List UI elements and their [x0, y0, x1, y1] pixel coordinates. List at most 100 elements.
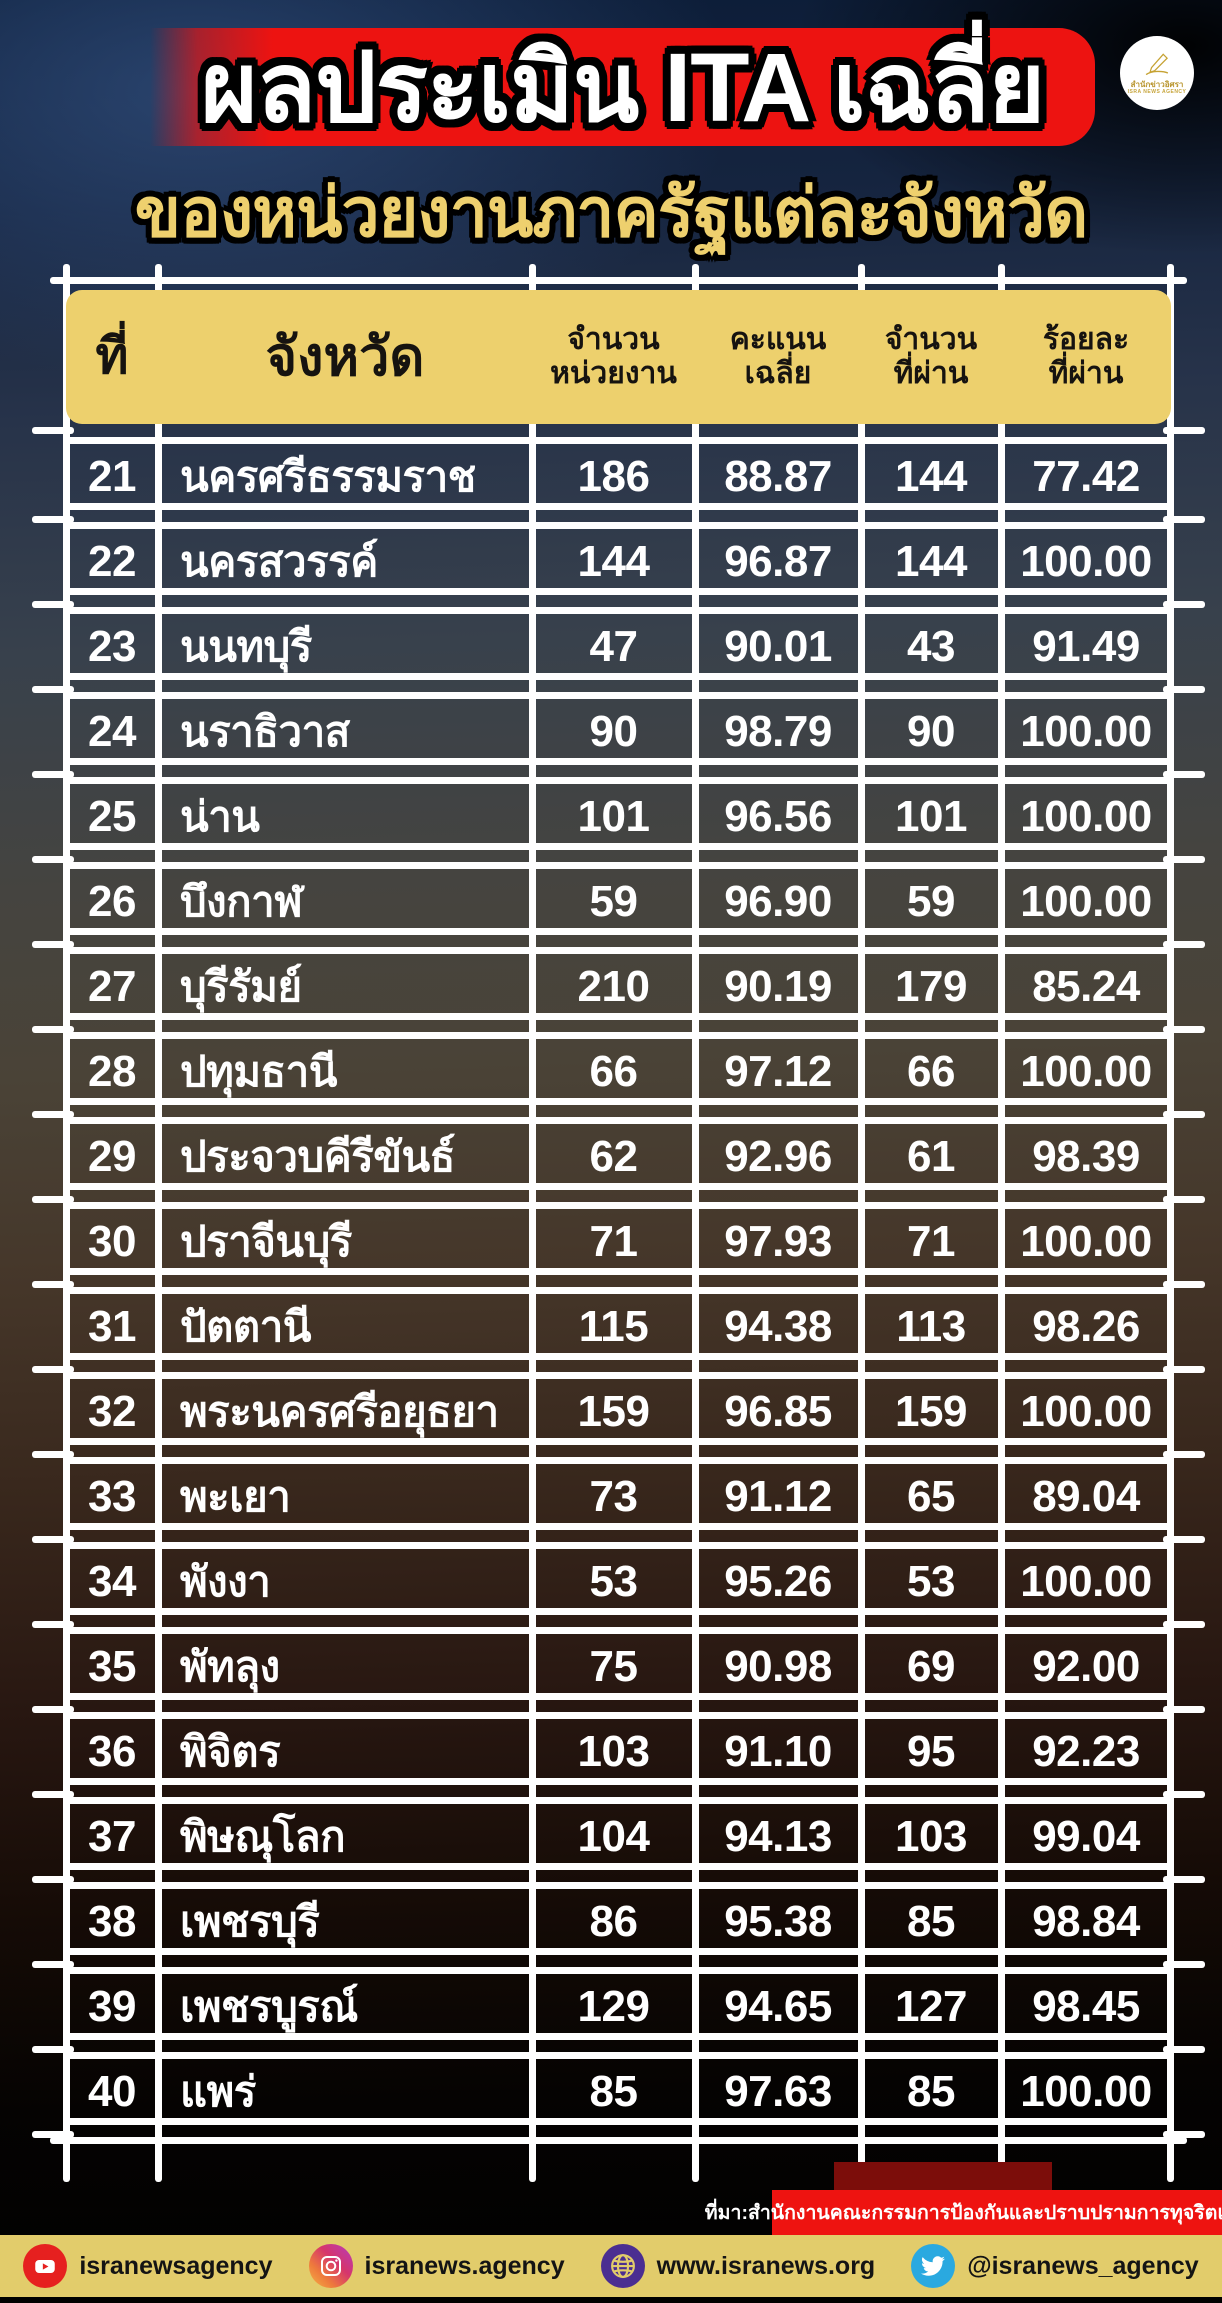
- cell-rank: 26: [88, 877, 136, 926]
- table-row: 26 บึงกาฬ 59 96.90 59 100.00: [32, 862, 1205, 948]
- table-row: 39 เพชรบูรณ์ 129 94.65 127 98.45: [32, 1967, 1205, 2053]
- cell-percent: 92.00: [1032, 1642, 1140, 1691]
- cell-passed: 113: [896, 1302, 966, 1351]
- table-row: 37 พิษณุโลก 104 94.13 103 99.04: [32, 1797, 1205, 1883]
- cell-percent: 99.04: [1032, 1812, 1140, 1861]
- cell-agencies: 115: [578, 1302, 649, 1351]
- cell-rank: 37: [88, 1812, 136, 1861]
- cell-percent: 98.45: [1032, 1982, 1140, 2031]
- cell-passed: 144: [895, 452, 967, 501]
- logo-name-th: สำนักข่าวอิศรา: [1130, 79, 1184, 89]
- bottom-bar: [0, 2297, 1222, 2303]
- cell-passed: 65: [907, 1472, 955, 1521]
- social-handle: isranews.agency: [364, 2251, 565, 2280]
- cell-rank: 38: [88, 1897, 136, 1946]
- social-item-twitter[interactable]: @isranews_agency: [911, 2244, 1199, 2288]
- table-row: 36 พิจิตร 103 91.10 95 92.23: [32, 1712, 1205, 1798]
- cell-passed: 85: [907, 1897, 955, 1946]
- column-gridline: [858, 264, 865, 2182]
- cell-agencies: 71: [589, 1217, 638, 1266]
- cell-agencies: 104: [577, 1812, 650, 1861]
- source-note: ที่มา:สำนักงานคณะกรรมการป้องกันและปราบปร…: [705, 2190, 1222, 2235]
- cell-agencies: 86: [589, 1897, 638, 1946]
- cell-average: 88.87: [724, 452, 832, 501]
- page-title: ผลประเมิน ITA เฉลี่ย: [200, 33, 1045, 142]
- cell-rank: 24: [88, 707, 136, 756]
- cell-rank: 28: [88, 1047, 136, 1096]
- cell-rank: 31: [88, 1302, 136, 1351]
- cell-province: นนทบุรี: [180, 623, 312, 670]
- column-gridline: [529, 264, 536, 2182]
- cell-rank: 34: [88, 1557, 136, 1606]
- cell-rank: 21: [88, 452, 136, 501]
- cell-province: นครศรีธรรมราช: [180, 453, 476, 500]
- cell-agencies: 186: [577, 452, 650, 501]
- cell-percent: 98.26: [1032, 1302, 1140, 1351]
- column-gridline: [692, 264, 699, 2182]
- cell-province: ปราจีนบุรี: [180, 1218, 352, 1265]
- cell-average: 97.12: [724, 1047, 832, 1096]
- table-row: 21 นครศรีธรรมราช 186 88.87 144 77.42: [32, 437, 1205, 523]
- table-row: 33 พะเยา 73 91.12 65 89.04: [32, 1457, 1205, 1543]
- ita-score-table: ที่ จังหวัด จำนวน หน่วยงาน คะแนน เฉลี่ย …: [32, 264, 1205, 2182]
- social-bar: isranewsagency isranews.agency www.isran…: [0, 2235, 1222, 2297]
- cell-passed: 127: [895, 1982, 967, 2031]
- table-row: 40 แพร่ 85 97.63 85 100.00: [32, 2052, 1205, 2138]
- cell-province: พัทลุง: [180, 1643, 280, 1690]
- cell-percent: 100.00: [1020, 877, 1152, 926]
- cell-passed: 103: [895, 1812, 967, 1861]
- column-header-passed: จำนวน ที่ผ่าน: [884, 322, 978, 391]
- cell-average: 96.90: [724, 877, 832, 926]
- cell-percent: 85.24: [1032, 962, 1140, 1011]
- cell-average: 90.01: [724, 622, 832, 671]
- cell-passed: 61: [907, 1132, 955, 1181]
- cell-average: 98.79: [724, 707, 832, 756]
- cell-province: พิษณุโลก: [180, 1813, 346, 1860]
- logo-name-en: ISRA NEWS AGENCY: [1127, 88, 1187, 95]
- column-gridline: [155, 264, 162, 2182]
- social-handle: @isranews_agency: [967, 2251, 1199, 2280]
- column-header-no: ที่: [95, 328, 129, 385]
- cell-average: 94.65: [724, 1982, 832, 2031]
- cell-rank: 32: [88, 1387, 136, 1436]
- cell-province: พังงา: [180, 1558, 271, 1605]
- cell-province: ปทุมธานี: [180, 1048, 337, 1095]
- cell-province: บุรีรัมย์: [180, 963, 302, 1010]
- table-row: 28 ปทุมธานี 66 97.12 66 100.00: [32, 1032, 1205, 1118]
- cell-province: พะเยา: [180, 1473, 291, 1520]
- cell-agencies: 144: [577, 537, 650, 586]
- table-row: 38 เพชรบุรี 86 95.38 85 98.84: [32, 1882, 1205, 1968]
- cell-percent: 98.84: [1032, 1897, 1140, 1946]
- cell-rank: 23: [88, 622, 136, 671]
- column-header-agencies: จำนวน หน่วยงาน: [550, 322, 677, 391]
- cell-passed: 43: [907, 622, 955, 671]
- cell-passed: 53: [907, 1557, 955, 1606]
- column-gridline: [998, 264, 1005, 2182]
- cell-province: พิจิตร: [180, 1728, 281, 1775]
- social-item-instagram[interactable]: isranews.agency: [308, 2244, 565, 2288]
- social-item-youtube[interactable]: isranewsagency: [23, 2244, 273, 2288]
- cell-rank: 33: [88, 1472, 136, 1521]
- cell-agencies: 59: [589, 877, 638, 926]
- pen-icon: [1145, 52, 1169, 75]
- cell-agencies: 47: [589, 622, 638, 671]
- cell-average: 96.87: [724, 537, 832, 586]
- cell-passed: 179: [895, 962, 967, 1011]
- cell-percent: 100.00: [1020, 1557, 1152, 1606]
- cell-percent: 100.00: [1020, 537, 1152, 586]
- cell-province: ประจวบคีรีขันธ์: [180, 1133, 455, 1180]
- cell-agencies: 129: [577, 1982, 650, 2031]
- cell-passed: 95: [907, 1727, 955, 1776]
- cell-agencies: 53: [589, 1557, 638, 1606]
- cell-agencies: 210: [577, 962, 650, 1011]
- cell-average: 90.98: [724, 1642, 832, 1691]
- cell-province: บึงกาฬ: [180, 878, 303, 925]
- cell-average: 96.85: [724, 1387, 832, 1436]
- cell-percent: 77.42: [1032, 452, 1140, 501]
- gridline-tick: [1163, 427, 1205, 434]
- column-gridline: [63, 264, 70, 2182]
- social-item-website[interactable]: www.isranews.org: [600, 2244, 875, 2288]
- twitter-icon: [911, 2244, 956, 2288]
- cell-average: 94.13: [724, 1812, 832, 1861]
